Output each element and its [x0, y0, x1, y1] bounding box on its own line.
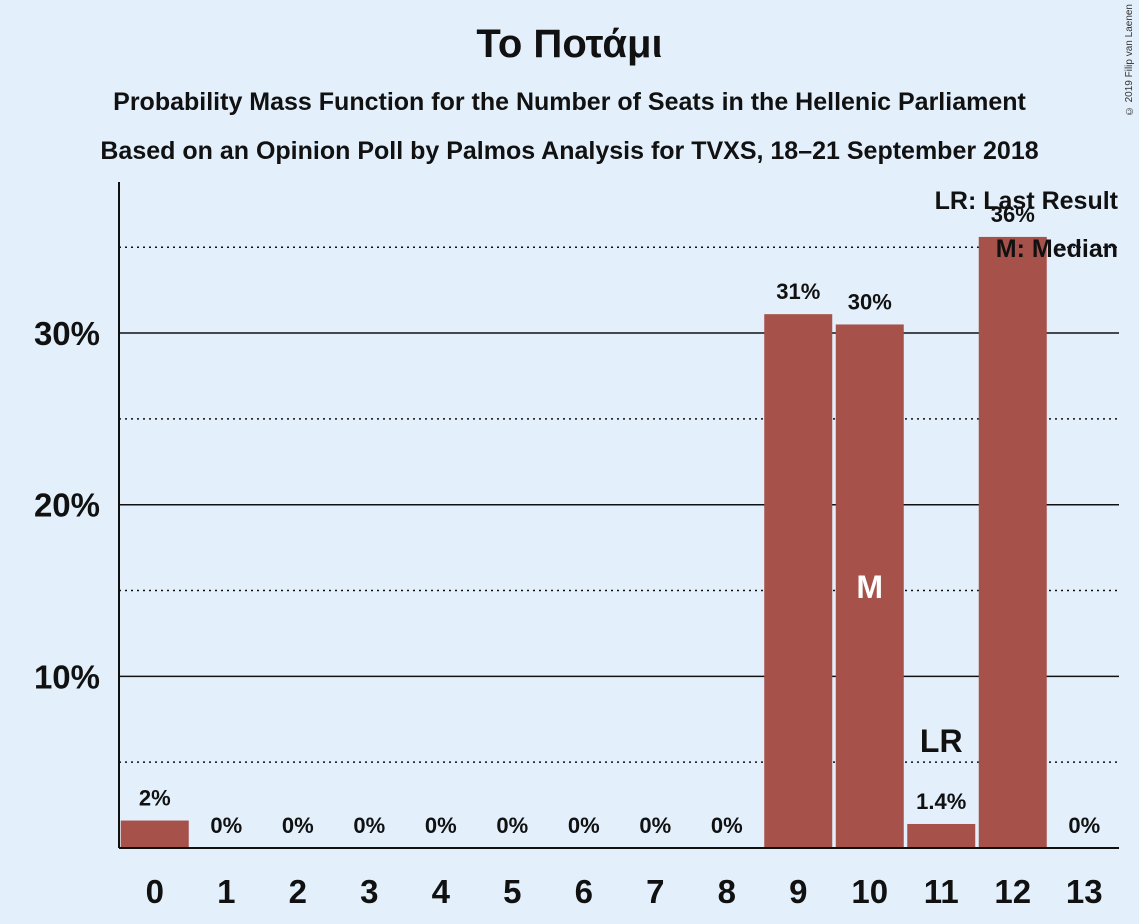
- x-tick-label: 7: [646, 873, 664, 910]
- chart-subtitle-1: Probability Mass Function for the Number…: [113, 88, 1026, 116]
- data-label: 31%: [776, 279, 820, 304]
- data-label: 0%: [353, 813, 385, 838]
- x-tick-label: 4: [432, 873, 451, 910]
- x-tick-label: 6: [575, 873, 593, 910]
- y-tick-label: 20%: [34, 487, 100, 524]
- legend-last-result: LR: Last Result: [935, 187, 1119, 215]
- y-tick-label: 10%: [34, 658, 100, 695]
- data-label: 2%: [139, 786, 171, 811]
- bar: [835, 324, 904, 848]
- x-tick-label: 3: [360, 873, 378, 910]
- x-tick-label: 12: [994, 873, 1031, 910]
- data-label: 0%: [425, 813, 457, 838]
- data-label: 0%: [210, 813, 242, 838]
- x-tick-label: 10: [851, 873, 888, 910]
- data-label: 0%: [639, 813, 671, 838]
- x-tick-label: 0: [146, 873, 164, 910]
- data-label: 30%: [848, 289, 892, 314]
- x-tick-label: 1: [217, 873, 235, 910]
- data-label: 36%: [991, 202, 1035, 227]
- data-label: 0%: [496, 813, 528, 838]
- data-label: 0%: [568, 813, 600, 838]
- data-label: 0%: [1068, 813, 1100, 838]
- bar: [120, 820, 189, 848]
- last-result-marker: LR: [920, 723, 963, 759]
- bar: [764, 314, 833, 848]
- data-label: 0%: [711, 813, 743, 838]
- x-tick-label: 11: [924, 873, 959, 910]
- data-label: 1.4%: [916, 789, 966, 814]
- median-marker: M: [856, 569, 883, 605]
- x-tick-label: 2: [289, 873, 307, 910]
- x-tick-label: 13: [1066, 873, 1103, 910]
- x-tick-label: 5: [503, 873, 521, 910]
- x-tick-label: 9: [789, 873, 807, 910]
- chart-title: Το Ποτάμι: [476, 22, 663, 66]
- bar: [978, 236, 1047, 848]
- x-tick-label: 8: [718, 873, 736, 910]
- legend-median: M: Median: [996, 235, 1118, 263]
- chart-subtitle-2: Based on an Opinion Poll by Palmos Analy…: [100, 137, 1039, 165]
- bar: [907, 823, 976, 848]
- y-tick-label: 30%: [34, 315, 100, 352]
- data-label: 0%: [282, 813, 314, 838]
